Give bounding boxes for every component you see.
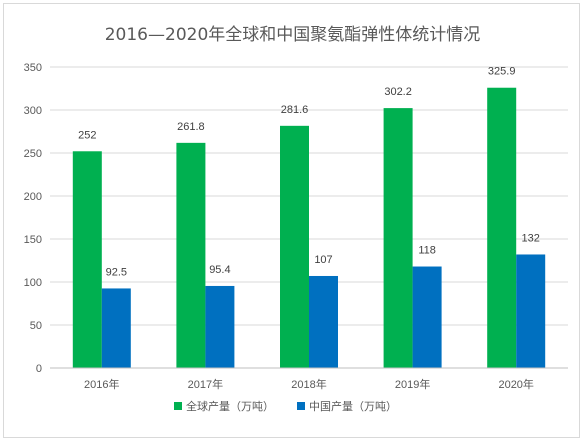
bar-china (516, 254, 546, 368)
x-tick-label: 2017年 (188, 377, 223, 391)
x-tick-label: 2016年 (84, 377, 119, 391)
data-label: 92.5 (106, 266, 127, 278)
y-tick-label: 250 (24, 148, 42, 160)
data-label: 132 (522, 232, 540, 244)
y-tick-label: 50 (30, 320, 42, 332)
legend-label: 全球产量（万吨） (186, 399, 274, 413)
legend-swatch (297, 402, 305, 410)
bar-global (487, 87, 517, 368)
bar-global (383, 108, 413, 368)
y-tick-label: 100 (24, 277, 42, 289)
data-label: 261.8 (177, 121, 205, 133)
data-label: 252 (78, 129, 96, 141)
data-label: 325.9 (488, 66, 516, 78)
bar-global (280, 125, 309, 368)
x-axis: 2016年 2017年 2018年 2019年 2020年 (50, 367, 568, 391)
chart-title: 2016—2020年全球和中国聚氨酯弹性体统计情况 (104, 25, 481, 45)
legend-swatch (174, 402, 182, 410)
bar-global (176, 142, 206, 368)
data-labels: 252 92.5 261.8 95.4 281.6 107 302.2 118 325.9 132 (78, 66, 540, 279)
y-tick-label: 150 (24, 234, 42, 246)
data-label: 118 (418, 245, 436, 257)
y-tick-label: 350 (24, 62, 42, 74)
legend: 全球产量（万吨） 中国产量（万吨） (174, 399, 397, 413)
data-label: 281.6 (281, 104, 309, 116)
y-tick-label: 200 (24, 191, 42, 203)
bar-china (101, 288, 131, 368)
bars (72, 87, 546, 368)
legend-label: 中国产量（万吨） (309, 399, 397, 413)
y-tick-label: 0 (36, 363, 42, 375)
data-label: 302.2 (384, 86, 412, 98)
bar-china (205, 285, 235, 368)
data-label: 95.4 (209, 264, 230, 276)
bar-chart: 0 50 100 150 200 250 300 350 252 92.5 261.8 95.4 28… (24, 62, 568, 413)
y-axis: 0 50 100 150 200 250 300 350 (24, 62, 42, 375)
bar-china (412, 266, 442, 368)
x-tick-label: 2019年 (395, 377, 430, 391)
x-tick-label: 2018年 (291, 377, 326, 391)
bar-china (309, 275, 338, 368)
data-label: 107 (314, 254, 332, 266)
x-tick-label: 2020年 (498, 377, 533, 391)
bar-global (72, 151, 102, 368)
chart-frame: 2016—2020年全球和中国聚氨酯弹性体统计情况 0 50 100 150 200 25… (3, 3, 580, 438)
y-tick-label: 300 (24, 105, 42, 117)
